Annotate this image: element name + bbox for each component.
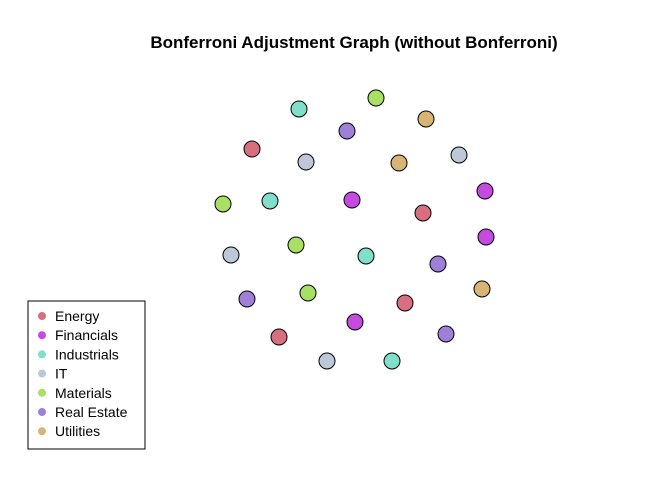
graph-node	[390, 154, 408, 172]
graph-node	[396, 294, 414, 312]
graph-node	[450, 146, 468, 164]
graph-node	[429, 255, 447, 273]
graph-node	[243, 140, 261, 158]
graph-node	[414, 204, 432, 222]
graph-node	[367, 89, 385, 107]
graph-node	[287, 236, 305, 254]
graph-node	[290, 100, 308, 118]
legend-marker	[38, 388, 46, 397]
legend-label: Real Estate	[55, 404, 128, 420]
graph-node	[417, 110, 435, 128]
graph-node	[261, 192, 279, 210]
legend-marker	[38, 408, 46, 416]
legend-label: Utilities	[55, 423, 100, 439]
graph-node	[299, 284, 317, 302]
graph-node	[477, 228, 495, 246]
legend-marker	[38, 331, 46, 340]
graph-node	[270, 328, 288, 346]
legend-label: Energy	[55, 308, 99, 324]
legend-label: Materials	[55, 385, 112, 401]
legend: Energy Financials Industrials IT Materials Re…	[27, 300, 146, 450]
graph-node	[476, 182, 494, 200]
graph-node	[357, 247, 375, 265]
legend-label: Industrials	[55, 346, 119, 362]
legend-label: Financials	[55, 327, 118, 343]
graph-node	[346, 313, 364, 331]
graph-nodes	[214, 89, 495, 370]
legend-marker	[38, 369, 46, 378]
graph-node	[437, 325, 455, 343]
legend-marker	[38, 427, 46, 436]
graph-title: Bonferroni Adjustment Graph (without Bon…	[150, 33, 557, 52]
graph-node	[222, 246, 240, 264]
graph-node	[338, 122, 356, 140]
legend-marker	[38, 312, 46, 320]
graph-node	[383, 352, 401, 370]
graph-node	[238, 290, 256, 308]
graph-node	[318, 352, 336, 370]
graph-node	[343, 191, 361, 209]
legend-label: IT	[55, 366, 68, 382]
legend-box	[27, 300, 146, 450]
legend-marker	[38, 350, 46, 359]
graph-node	[214, 195, 232, 213]
graph-node	[297, 153, 315, 171]
graph-node	[473, 280, 491, 298]
